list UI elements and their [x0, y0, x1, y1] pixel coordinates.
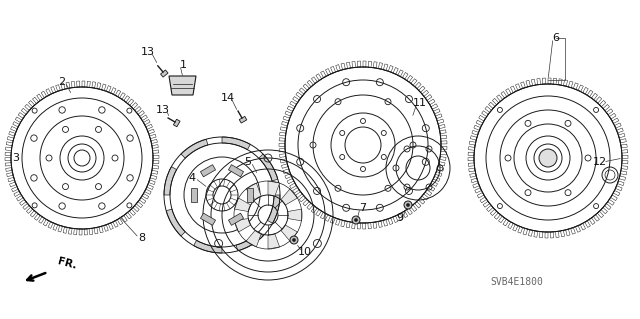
Polygon shape — [200, 165, 216, 177]
Text: 14: 14 — [221, 93, 235, 103]
Text: SVB4E1800: SVB4E1800 — [490, 277, 543, 287]
Polygon shape — [239, 116, 247, 123]
Text: 3: 3 — [13, 153, 19, 163]
Circle shape — [352, 216, 360, 224]
Wedge shape — [268, 195, 280, 223]
Polygon shape — [200, 213, 216, 225]
Text: 5: 5 — [244, 157, 252, 167]
Wedge shape — [259, 154, 278, 181]
Wedge shape — [166, 209, 185, 236]
Circle shape — [290, 236, 298, 244]
Polygon shape — [234, 198, 251, 211]
Polygon shape — [268, 234, 280, 249]
Wedge shape — [181, 139, 208, 158]
Text: 7: 7 — [360, 203, 367, 213]
Polygon shape — [173, 119, 180, 127]
Circle shape — [406, 204, 410, 207]
Polygon shape — [246, 230, 261, 247]
Polygon shape — [228, 213, 244, 225]
Circle shape — [539, 149, 557, 167]
Text: 8: 8 — [138, 233, 145, 243]
Text: 2: 2 — [58, 77, 65, 87]
Polygon shape — [288, 209, 301, 221]
Circle shape — [404, 201, 412, 209]
Polygon shape — [281, 225, 298, 241]
Text: 10: 10 — [298, 247, 312, 257]
Circle shape — [292, 238, 296, 241]
Polygon shape — [281, 189, 298, 205]
Wedge shape — [236, 232, 263, 251]
Polygon shape — [234, 219, 251, 232]
Circle shape — [355, 219, 358, 222]
Polygon shape — [247, 188, 253, 202]
Text: 13: 13 — [156, 105, 170, 115]
Wedge shape — [164, 167, 177, 195]
Wedge shape — [194, 241, 222, 253]
Text: 4: 4 — [188, 173, 196, 183]
Polygon shape — [268, 181, 280, 196]
Wedge shape — [222, 137, 250, 150]
Text: 12: 12 — [593, 157, 607, 167]
Text: 6: 6 — [552, 33, 559, 43]
Polygon shape — [228, 165, 244, 177]
Polygon shape — [246, 183, 261, 200]
Text: FR.: FR. — [56, 256, 77, 271]
Polygon shape — [191, 188, 197, 202]
Text: 11: 11 — [413, 98, 427, 108]
Text: 9: 9 — [396, 213, 404, 223]
Polygon shape — [161, 70, 168, 77]
Polygon shape — [169, 76, 196, 95]
Text: 1: 1 — [179, 60, 186, 70]
Text: 13: 13 — [141, 47, 155, 57]
